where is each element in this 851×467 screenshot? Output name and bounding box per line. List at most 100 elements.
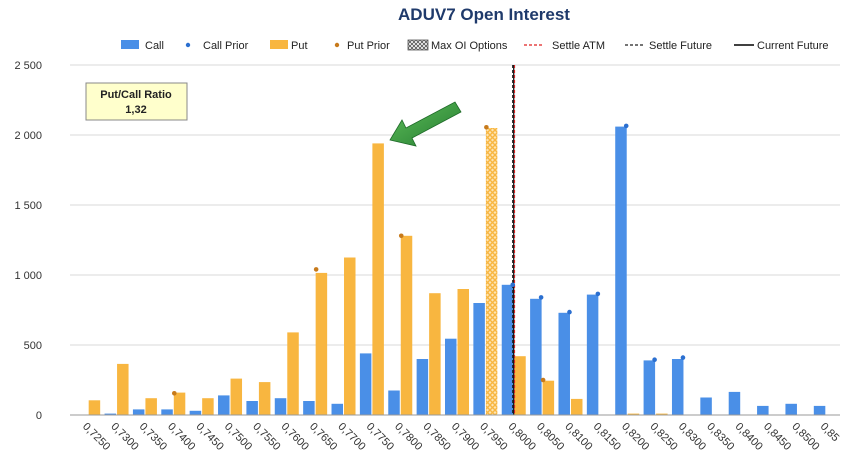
put-bar <box>457 289 469 415</box>
ratio-label: Put/Call Ratio <box>100 89 172 101</box>
legend: Call Call Prior Put Put Prior Max OI Options… <box>121 39 829 52</box>
call-bar <box>274 398 287 415</box>
call-prior-point <box>652 357 657 363</box>
y-tick-label: 0 <box>36 410 42 422</box>
put-prior-point <box>171 391 177 396</box>
call-bar <box>473 303 485 415</box>
call-bar <box>530 298 542 415</box>
legend-label: Current Future <box>757 40 829 52</box>
legend-label: Settle ATM <box>552 40 605 52</box>
x-tick-label: 0,7750 <box>364 421 396 453</box>
x-tick-label: 0,7600 <box>279 421 311 453</box>
call-bar <box>246 401 258 415</box>
legend-item-settle-future[interactable]: Settle Future <box>625 40 712 52</box>
arrow-icon <box>389 101 462 147</box>
x-tick-label: 0,8250 <box>647 421 679 453</box>
call-bar <box>501 284 514 415</box>
put-bar <box>514 356 526 415</box>
legend-item-settle-atm[interactable]: Settle ATM <box>524 40 605 52</box>
call-bar <box>785 403 797 415</box>
x-tick-label: 0,7550 <box>250 421 282 453</box>
put-bar <box>202 398 214 415</box>
call-bar <box>388 390 400 415</box>
legend-item-put[interactable]: Put <box>270 40 308 52</box>
call-bar <box>757 405 769 415</box>
legend-item-call-prior[interactable]: Call Prior <box>185 40 249 52</box>
y-tick-label: 500 <box>24 340 42 352</box>
call-bar <box>671 359 684 415</box>
put-bar <box>542 380 555 415</box>
call-bar <box>586 294 599 415</box>
put-bar <box>287 332 299 415</box>
max-oi-put-bar <box>485 128 498 415</box>
x-tick-label: 0,7400 <box>165 421 197 453</box>
x-tick-label: 0,8200 <box>619 421 651 453</box>
x-tick-label: 0,7450 <box>194 421 226 453</box>
x-tick-label: 0,7800 <box>392 421 424 453</box>
legend-item-put-prior[interactable]: Put Prior <box>334 40 390 52</box>
put-bar <box>656 413 668 415</box>
call-prior-point <box>567 309 572 315</box>
legend-item-max-oi-options[interactable]: Max OI Options <box>407 39 508 52</box>
call-prior-point <box>510 282 516 288</box>
put-bar <box>627 413 640 415</box>
x-tick-label: 0,8100 <box>562 421 594 453</box>
x-tick-label: 0,7500 <box>222 421 254 453</box>
x-tick-label: 0,7350 <box>137 421 169 453</box>
call-bar <box>558 312 570 415</box>
call-prior-point <box>623 123 629 129</box>
put-bar <box>400 235 413 415</box>
x-tick-label: 0,8300 <box>676 421 708 453</box>
x-tick-label: 0,7850 <box>421 421 453 453</box>
x-tick-label: 0,8350 <box>704 421 736 453</box>
bars <box>88 126 826 415</box>
x-tick-label: 0,8450 <box>761 421 793 453</box>
x-tick-label: 0,85 <box>818 421 842 445</box>
call-prior-point <box>680 355 686 360</box>
x-tick-label: 0,7250 <box>80 421 112 453</box>
reference-lines <box>512 65 516 415</box>
call-bar <box>700 397 712 415</box>
call-bar <box>303 401 315 415</box>
call-bar <box>728 391 741 415</box>
legend-swatch <box>121 40 139 49</box>
put-bar <box>429 293 441 415</box>
put-bar <box>230 378 243 415</box>
x-tick-label: 0,7700 <box>335 421 367 453</box>
x-tick-label: 0,7300 <box>108 421 140 453</box>
y-axis: 0 500 1 000 1 500 2 000 2 500 <box>14 60 42 422</box>
y-tick-label: 1 500 <box>14 200 42 212</box>
x-tick-label: 0,7900 <box>449 421 481 453</box>
put-bar <box>258 382 271 415</box>
put-bar <box>570 398 583 415</box>
put-bar <box>315 272 328 415</box>
legend-marker <box>185 42 191 48</box>
x-tick-label: 0,7950 <box>477 421 509 453</box>
call-bar <box>615 126 627 415</box>
call-bar <box>643 360 656 415</box>
ratio-value: 1,32 <box>125 104 146 116</box>
ratio-box-bg <box>85 82 188 121</box>
legend-label: Settle Future <box>649 40 712 52</box>
legend-item-current-future[interactable]: Current Future <box>734 40 829 52</box>
legend-item-call[interactable]: Call <box>121 40 164 52</box>
legend-label: Call <box>145 40 164 52</box>
put-bar <box>88 400 101 415</box>
legend-swatch <box>407 39 429 51</box>
chart-title: ADUV7 Open Interest <box>398 5 570 24</box>
x-tick-label: 0,8000 <box>506 421 538 453</box>
x-tick-label: 0,8150 <box>591 421 623 453</box>
legend-label: Put Prior <box>347 40 390 52</box>
x-tick-label: 0,8500 <box>789 421 821 453</box>
put-bar <box>117 363 129 415</box>
call-bar <box>189 410 202 415</box>
x-tick-label: 0,8050 <box>534 421 566 453</box>
call-bar <box>161 409 173 415</box>
call-bar <box>416 359 429 415</box>
y-tick-label: 2 500 <box>14 60 42 72</box>
x-tick-label: 0,8400 <box>733 421 765 453</box>
put-prior-point <box>540 377 546 383</box>
call-bar <box>218 395 230 415</box>
